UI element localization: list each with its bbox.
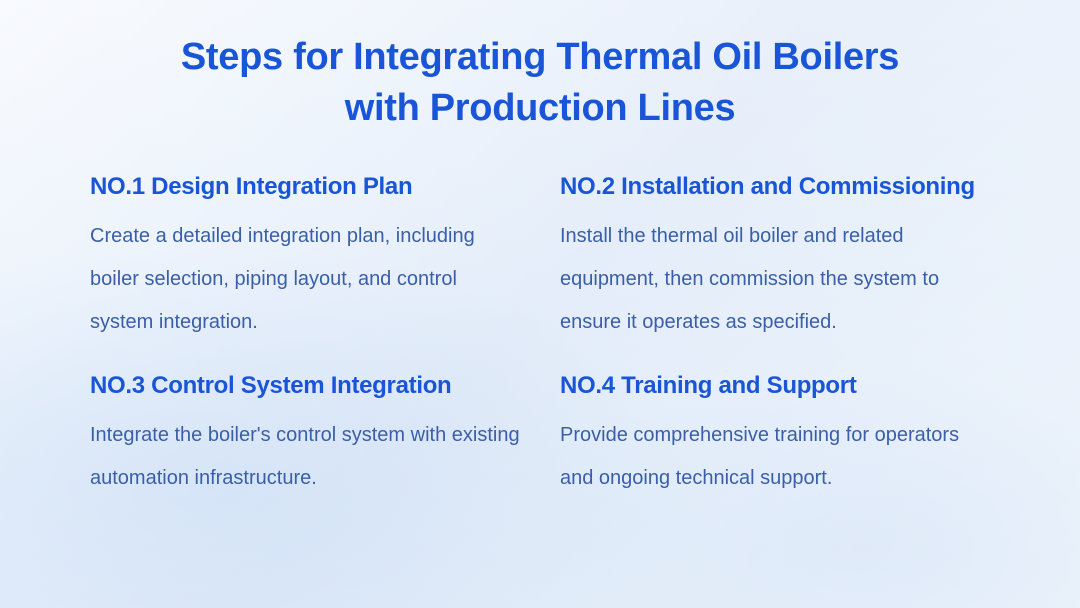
step-3: NO.3 Control System Integration Integrat…	[90, 372, 520, 500]
step-3-heading: NO.3 Control System Integration	[90, 372, 520, 400]
step-1: NO.1 Design Integration Plan Create a de…	[90, 173, 520, 344]
step-4-body: Provide comprehensive training for oper­…	[560, 414, 990, 500]
step-4-heading: NO.4 Training and Support	[560, 372, 990, 400]
step-3-body: Integrate the boiler's control system wi…	[90, 414, 520, 500]
title-line-1: Steps for Integrating Thermal Oil Boiler…	[181, 36, 899, 78]
step-1-body: Create a detailed integration plan, incl…	[90, 215, 520, 344]
step-2-body: Install the thermal oil boiler and relat…	[560, 215, 990, 344]
step-4: NO.4 Training and Support Provide compre…	[560, 372, 990, 500]
infographic-container: Steps for Integrating Thermal Oil Boiler…	[0, 0, 1080, 608]
step-1-heading: NO.1 Design Integration Plan	[90, 173, 520, 201]
step-2: NO.2 Installation and Commissioning Inst…	[560, 173, 990, 344]
page-title: Steps for Integrating Thermal Oil Boiler…	[90, 32, 990, 135]
steps-grid: NO.1 Design Integration Plan Create a de…	[90, 173, 990, 500]
title-line-2: with Production Lines	[345, 87, 736, 129]
step-2-heading: NO.2 Installation and Commissioning	[560, 173, 990, 201]
